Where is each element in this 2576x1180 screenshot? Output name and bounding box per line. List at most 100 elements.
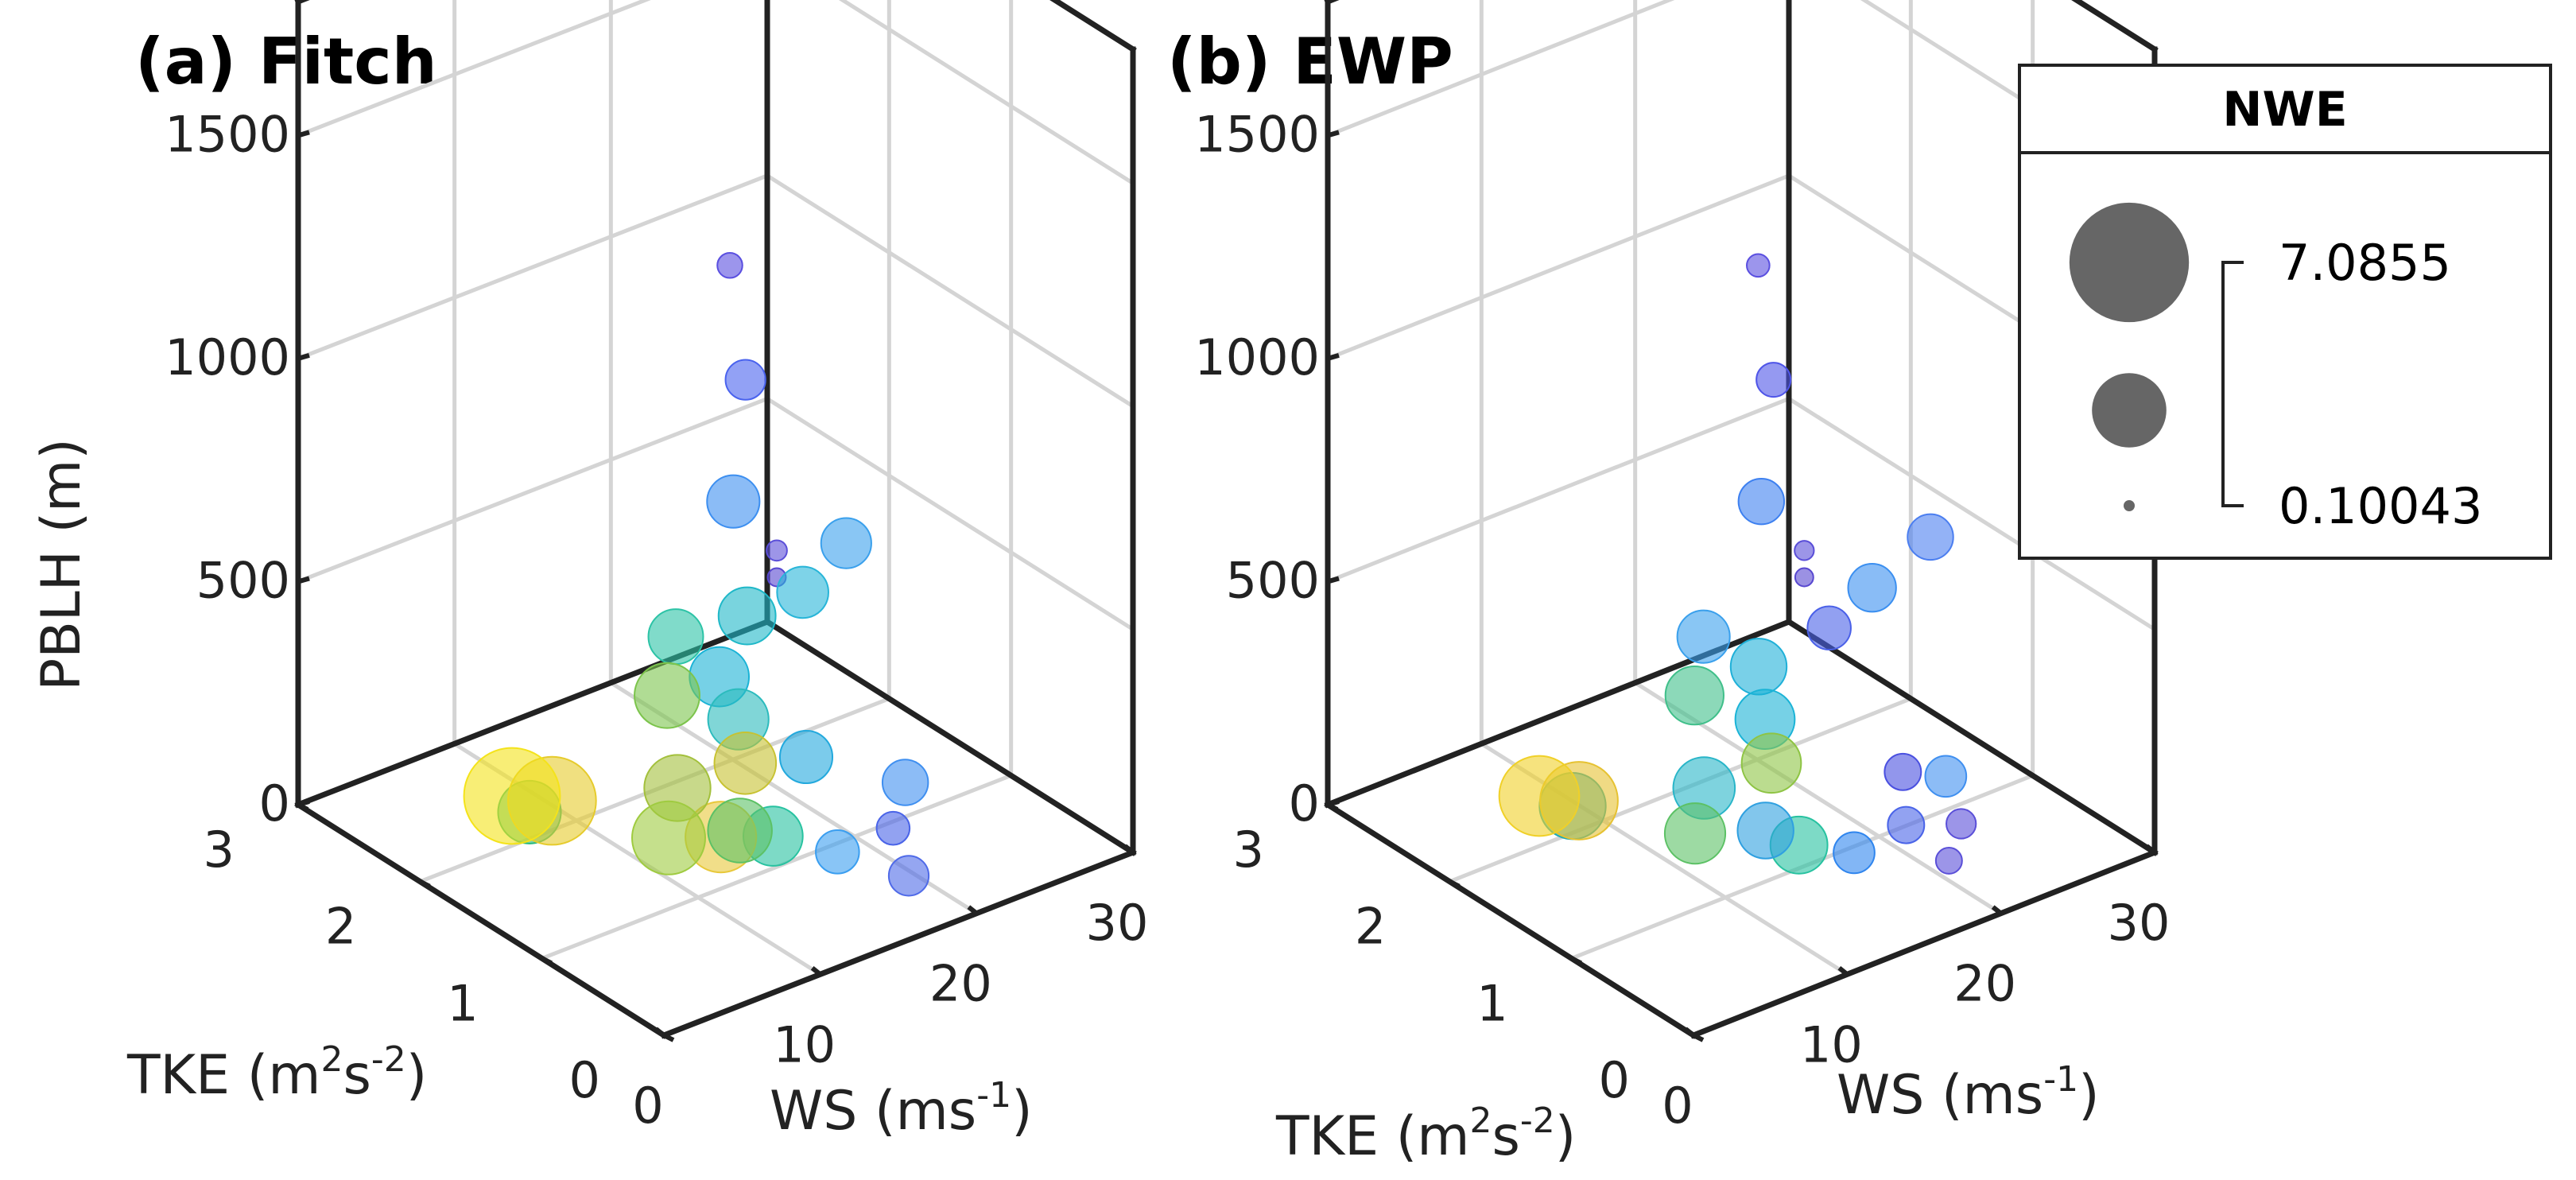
data-point [1663,802,1727,865]
legend-title: NWE [2222,82,2347,138]
data-point [1740,732,1802,794]
frame-edge [1324,801,1697,1039]
grid-line [297,0,651,138]
data-point [717,586,777,646]
data-point [706,474,761,529]
legend-min-label: 0.10043 [2279,477,2482,535]
grid-line [1327,397,1790,584]
data-point [776,565,829,619]
panel-a-xlabel: WS (ms-1) [770,1075,1033,1143]
x-tick-label: 20 [1953,955,2016,1013]
y-tick-label: 3 [1233,821,1264,879]
data-point [1924,755,1968,798]
z-tick-mark [1327,130,1340,138]
z-tick-label: 0 [259,774,290,833]
legend-marker-mid [2092,373,2167,448]
grid-line [1327,173,1790,361]
x-tick-mark [810,965,822,976]
x-tick-mark [967,905,979,916]
z-tick-mark [1327,576,1340,584]
data-point [1736,802,1794,860]
frame-edge [294,0,310,6]
frame-edge [1785,618,2159,856]
data-point [1755,362,1792,398]
z-tick-label: 1000 [165,328,290,386]
data-point [716,252,743,279]
panel-b-bubbles [1498,253,1977,875]
y-tick-label: 3 [204,821,235,879]
x-tick-label: 30 [1086,894,1149,952]
data-point [766,539,788,562]
panel-a-bubbles [463,252,930,897]
z-tick-label: 500 [196,551,290,609]
grid-line [766,397,1135,631]
data-point [1887,805,1926,844]
panel-a-ylabel: TKE (m2s-2) [126,1039,427,1107]
data-point [881,759,929,806]
data-point [1884,752,1922,791]
y-tick-mark [297,802,309,812]
data-point [724,359,766,401]
y-tick-label: 0 [1599,1051,1630,1109]
y-tick-label: 0 [569,1051,600,1109]
x-tick-mark [1837,965,1849,976]
x-tick-label: 0 [632,1077,663,1135]
panel-b-ylabel: TKE (m2s-2) [1275,1100,1576,1168]
legend-max-label: 7.0855 [2279,234,2451,292]
frame-edge [1049,0,1137,53]
z-tick-mark [1327,353,1340,361]
x-tick-mark [1991,905,2003,916]
data-point [1847,563,1897,613]
data-point [1934,846,1963,875]
x-tick-mark [654,1027,665,1038]
z-tick-mark [297,576,310,584]
data-point [1498,755,1581,837]
grid-line [1327,0,1675,138]
frame-edge [660,848,1137,1039]
data-point [463,747,561,845]
data-point [1737,477,1786,526]
x-tick-label: 10 [773,1015,836,1073]
y-tick-mark [418,879,431,889]
frame-edge [1324,0,1340,6]
z-tick-mark [297,353,310,361]
z-tick-label: 1000 [1194,328,1320,386]
data-point [875,810,911,846]
data-point [1676,609,1731,664]
y-tick-label: 2 [325,898,356,956]
data-point [815,829,860,875]
x-tick-label: 10 [1800,1015,1863,1073]
y-tick-mark [1692,1033,1705,1042]
panel-a-title: (a) Fitch [135,25,437,99]
data-point [1946,808,1977,840]
y-tick-label: 1 [1476,974,1507,1032]
data-point [1806,605,1852,651]
panel-b-title: (b) EWP [1167,25,1453,99]
y-tick-mark [1570,956,1583,966]
z-tick-label: 1500 [165,105,290,163]
panel-a-zlabel: PBLH (m) [30,438,93,691]
x-tick-mark [1684,1027,1695,1038]
x-tick-mark [1123,844,1135,855]
y-tick-mark [1448,879,1461,889]
data-point [634,662,700,729]
grid-line [766,173,1135,409]
y-tick-mark [1326,802,1339,812]
grid-line [541,774,1012,961]
data-point [1794,540,1815,561]
x-tick-label: 20 [929,955,992,1013]
data-point [713,731,778,795]
data-point [1746,253,1771,278]
nwe-legend: NWE 7.0855 0.10043 [2018,64,2552,560]
grid-line [838,0,1135,185]
x-tick-label: 0 [1662,1077,1693,1135]
grid-line [297,397,768,584]
legend-bracket [2221,261,2244,507]
y-tick-label: 2 [1355,898,1386,956]
data-point [887,855,930,897]
frame-edge [1690,848,2159,1039]
